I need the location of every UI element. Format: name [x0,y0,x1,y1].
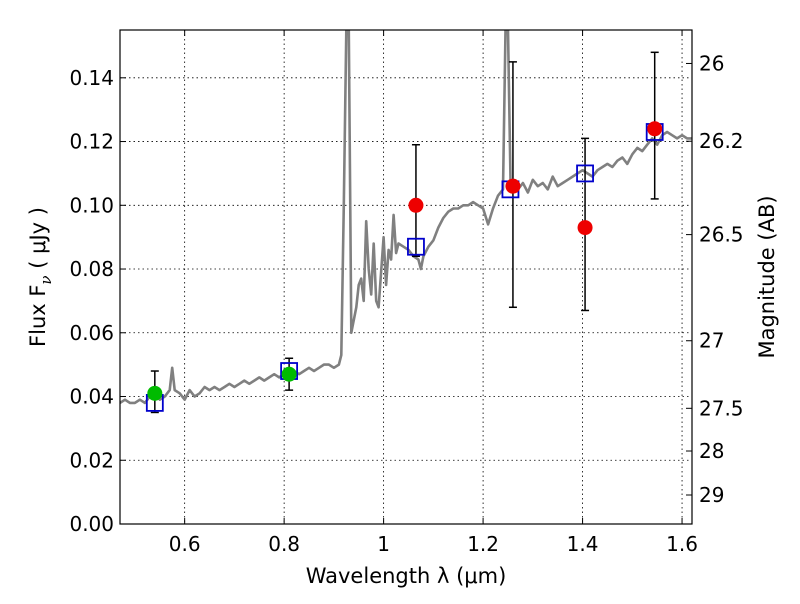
y-tick-label: 0.02 [69,448,114,472]
model-photometry-square [407,237,425,256]
y-tick-label: 0.14 [69,66,114,90]
data-series [120,30,692,414]
right-tick-label: 29 [699,483,724,507]
right-tick-label: 26.5 [699,223,744,247]
x-tick-label: 1.2 [467,532,499,556]
x-axis-label: Wavelength λ (μm) [306,564,507,588]
axes: 0.6 0.8 1 1.2 1.4 1.6 0.00 0.02 0.04 0.06 0.08 0.10… [69,30,744,556]
right-tick-label: 27 [699,329,724,353]
optical-detection-point [147,385,163,401]
nir-detection-point [577,220,593,236]
right-tick-label: 26.2 [699,129,744,153]
x-tick-label: 0.8 [268,532,300,556]
y-axis-label-unit: ( μJy ) [26,207,50,275]
y-tick-label: 0.12 [69,130,114,154]
y-axis-label: Flux Fν ( μJy ) [26,207,55,347]
y-tick-label: 0.10 [69,193,114,217]
y-tick-label: 0.00 [69,512,114,536]
y-tick-label: 0.06 [69,321,114,345]
y-axis-label-text: Flux F [26,285,50,347]
sed-model-line [120,30,692,405]
y-tick-label: 0.08 [69,257,114,281]
x-tick-label: 0.6 [169,532,201,556]
model-photometry-square [576,164,594,183]
x-tick-label: 1 [377,532,390,556]
y-tick-label: 0.04 [69,385,114,409]
grid-lines [120,30,692,525]
nir-detection-point [408,197,424,213]
right-axis-label: Magnitude (AB) [755,195,779,358]
plot-frame [119,29,693,525]
x-tick-label: 1.4 [567,532,599,556]
x-tick-label: 1.6 [666,532,698,556]
right-tick-label: 26 [699,51,724,75]
y-axis-label-subscript: ν [37,275,55,284]
nir-detection-point [505,178,521,194]
right-tick-label: 28 [699,439,724,463]
nir-detection-point [647,121,663,137]
right-tick-label: 27.5 [699,396,744,420]
optical-detection-point [281,366,297,382]
